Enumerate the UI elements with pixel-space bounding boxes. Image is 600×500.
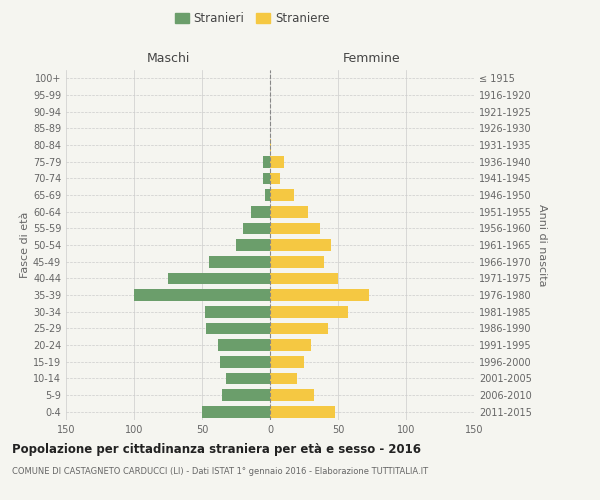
Bar	[220, 356, 270, 368]
Bar	[265, 189, 270, 201]
Bar	[270, 272, 338, 284]
Bar	[251, 206, 270, 218]
Bar	[270, 172, 280, 184]
Bar	[223, 389, 270, 401]
Bar	[209, 256, 270, 268]
Bar	[270, 306, 347, 318]
Bar	[218, 339, 270, 351]
Bar	[205, 306, 270, 318]
Bar	[168, 272, 270, 284]
Bar	[263, 172, 270, 184]
Bar	[243, 222, 270, 234]
Bar	[270, 389, 314, 401]
Bar	[270, 206, 308, 218]
Bar	[206, 322, 270, 334]
Bar	[270, 289, 369, 301]
Bar	[270, 222, 320, 234]
Bar	[270, 322, 328, 334]
Text: Popolazione per cittadinanza straniera per età e sesso - 2016: Popolazione per cittadinanza straniera p…	[12, 442, 421, 456]
Bar	[263, 156, 270, 168]
Text: Maschi: Maschi	[146, 52, 190, 65]
Bar	[270, 406, 335, 417]
Bar	[270, 256, 325, 268]
Text: Femmine: Femmine	[343, 52, 401, 65]
Bar	[270, 156, 284, 168]
Bar	[270, 339, 311, 351]
Bar	[270, 239, 331, 251]
Bar	[202, 406, 270, 417]
Bar	[226, 372, 270, 384]
Bar	[270, 189, 295, 201]
Legend: Stranieri, Straniere: Stranieri, Straniere	[171, 8, 333, 28]
Text: COMUNE DI CASTAGNETO CARDUCCI (LI) - Dati ISTAT 1° gennaio 2016 - Elaborazione T: COMUNE DI CASTAGNETO CARDUCCI (LI) - Dat…	[12, 468, 428, 476]
Bar	[270, 139, 271, 151]
Bar	[134, 289, 270, 301]
Y-axis label: Fasce di età: Fasce di età	[20, 212, 30, 278]
Y-axis label: Anni di nascita: Anni di nascita	[537, 204, 547, 286]
Bar	[270, 372, 297, 384]
Bar	[270, 356, 304, 368]
Bar	[236, 239, 270, 251]
